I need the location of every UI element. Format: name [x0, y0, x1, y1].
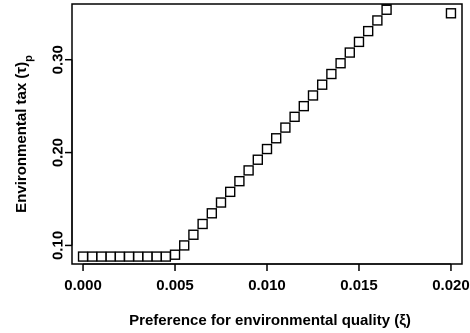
- x-tick-label: 0.000: [64, 277, 102, 294]
- data-point: [133, 251, 144, 262]
- data-point: [77, 251, 89, 262]
- data-point: [326, 68, 337, 80]
- data-point: [169, 249, 181, 260]
- data-point: [362, 25, 374, 37]
- data-point: [87, 251, 98, 262]
- data-point: [142, 251, 153, 262]
- data-point: [445, 8, 457, 19]
- x-tick-label: 0.005: [156, 277, 194, 294]
- data-point: [123, 251, 135, 262]
- y-axis: 0.10 0.20 0.30: [50, 45, 73, 260]
- data-point: [298, 100, 309, 112]
- y-tick-label: 0.30: [50, 45, 67, 74]
- data-point: [105, 251, 116, 262]
- data-point: [225, 186, 236, 198]
- y-tick-label: 0.10: [50, 231, 67, 260]
- x-tick-label: 0.015: [340, 277, 378, 294]
- data-point: [289, 111, 300, 123]
- data-point: [96, 251, 107, 262]
- data-point: [234, 175, 245, 187]
- data-point: [252, 154, 264, 165]
- data-point: [270, 133, 282, 144]
- data-point: [160, 251, 172, 262]
- plot-frame: [71, 3, 463, 265]
- y-axis-title: Environmental tax (τ)p: [13, 55, 35, 213]
- data-point: [179, 240, 190, 251]
- data-point: [307, 90, 319, 101]
- x-axis-title: Preference for environmental quality (ξ): [129, 312, 411, 329]
- y-tick-label: 0.20: [50, 138, 67, 167]
- data-point: [372, 15, 383, 26]
- data-point: [280, 122, 291, 133]
- y-axis-title-main: Environmental tax (τ): [13, 62, 30, 213]
- data-point: [151, 251, 162, 262]
- data-point: [215, 197, 227, 208]
- data-point: [188, 229, 199, 240]
- data-point: [344, 47, 355, 58]
- x-axis: 0.000 0.005 0.010 0.015 0.020: [64, 263, 470, 294]
- data-point: [316, 79, 328, 90]
- x-tick-label: 0.020: [432, 277, 470, 294]
- data-point: [206, 208, 218, 219]
- data-point: [381, 4, 392, 15]
- data-point: [261, 143, 273, 155]
- data-point: [114, 251, 126, 262]
- data-point: [335, 58, 346, 69]
- data-point: [243, 165, 254, 176]
- data-points: [77, 4, 457, 262]
- y-axis-title-subscript: p: [23, 55, 35, 62]
- data-point: [197, 218, 208, 230]
- x-tick-label: 0.010: [248, 277, 286, 294]
- data-point: [353, 36, 365, 48]
